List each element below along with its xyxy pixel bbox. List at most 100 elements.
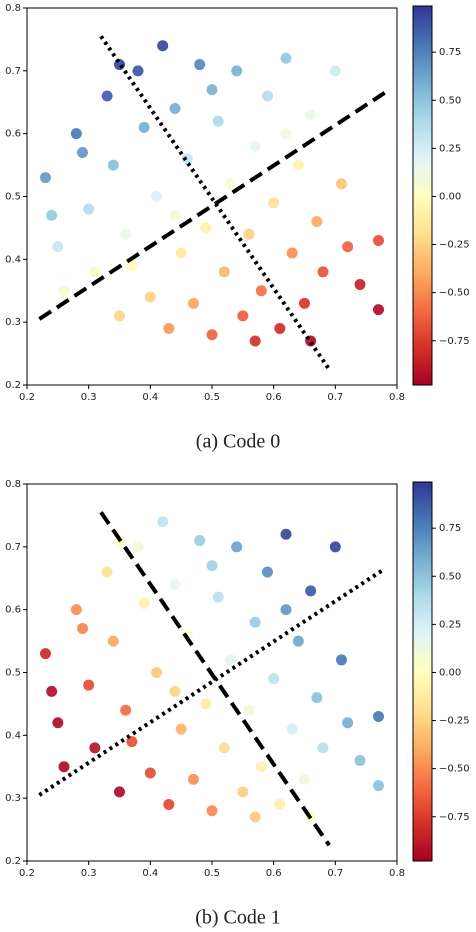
colorbar-tick-label: 0.50 <box>439 571 461 582</box>
scatter-point <box>138 121 150 133</box>
boundary-line <box>99 35 331 371</box>
scatter-point <box>243 228 255 240</box>
scatter-point <box>175 723 187 735</box>
scatter-point <box>286 247 298 259</box>
scatter-point <box>70 128 82 140</box>
scatter-point <box>231 65 243 77</box>
scatter-point <box>299 297 310 309</box>
scatter-point <box>373 780 384 792</box>
scatter-point <box>101 566 113 578</box>
scatter-point <box>268 197 280 209</box>
scatter-point <box>89 742 101 754</box>
colorbar-tick-label: −0.50 <box>439 288 470 299</box>
scatter-point <box>169 209 181 221</box>
scatter-point <box>299 773 310 785</box>
scatter-point <box>157 40 169 52</box>
scatter-point <box>280 128 292 140</box>
y-tick-label: 0.8 <box>5 479 21 490</box>
scatter-point <box>188 773 199 785</box>
colorbar-tick-label: 0.75 <box>439 47 461 58</box>
x-tick-label: 0.7 <box>327 868 343 879</box>
scatter-point <box>114 786 125 798</box>
caption: (a) Code 0 <box>196 431 280 453</box>
scatter-point <box>126 260 138 272</box>
colorbar <box>412 5 433 386</box>
scatter-point <box>268 673 280 685</box>
scatter-point <box>169 103 181 115</box>
scatter-point <box>83 203 95 215</box>
x-tick-label: 0.7 <box>327 392 343 403</box>
scatter-point <box>354 754 366 766</box>
colorbar-tick-label: −0.25 <box>439 240 470 251</box>
scatter-point <box>373 234 384 246</box>
scatter-point <box>138 597 150 609</box>
scatter-point <box>305 585 317 597</box>
scatter-point <box>89 266 101 278</box>
x-tick-label: 0.4 <box>142 868 158 879</box>
scatter-point <box>336 654 347 666</box>
scatter-point <box>163 798 175 810</box>
colorbar-tick-label: 0.75 <box>439 523 461 534</box>
x-tick-label: 0.4 <box>142 392 158 403</box>
scatter-point <box>262 566 273 578</box>
scatter-point <box>120 704 132 716</box>
colorbar-tick-label: 0.25 <box>439 619 461 630</box>
scatter-point <box>225 654 236 666</box>
x-tick-label: 0.3 <box>81 868 97 879</box>
scatter-point <box>46 209 58 221</box>
colorbar-tick-label: −0.75 <box>439 336 470 347</box>
scatter-point <box>305 109 317 121</box>
scatter-point <box>107 635 119 647</box>
scatter-point <box>292 635 304 647</box>
scatter-point <box>151 191 162 202</box>
y-tick-label: 0.7 <box>5 542 21 553</box>
colorbar-tick-label: −0.25 <box>439 716 470 727</box>
scatter-point <box>218 266 230 278</box>
scatter-point <box>52 241 64 253</box>
scatter-point <box>40 172 51 184</box>
boundary-line <box>38 91 386 321</box>
scatter-point <box>329 541 341 553</box>
colorbar-tick-label: 0.00 <box>439 191 461 202</box>
scatter-point <box>225 178 236 190</box>
scatter-point <box>237 786 249 798</box>
scatter-point <box>249 140 261 152</box>
colorbar-tick-label: 0.00 <box>439 667 461 678</box>
x-tick-label: 0.6 <box>266 392 282 403</box>
scatter-point <box>274 322 286 334</box>
scatter-point <box>212 115 224 127</box>
scatter-point <box>101 90 113 102</box>
x-tick-label: 0.2 <box>19 392 35 403</box>
scatter-point <box>114 310 125 322</box>
colorbar-tick-label: −0.75 <box>439 812 470 823</box>
scatter-point <box>169 579 181 591</box>
scatter-point <box>206 805 218 817</box>
y-tick-label: 0.6 <box>5 129 21 140</box>
scatter-point <box>354 278 366 290</box>
x-tick-label: 0.6 <box>266 868 282 879</box>
scatter-point <box>120 228 132 240</box>
scatter-point <box>212 591 224 603</box>
scatter-point <box>274 798 286 810</box>
x-tick-label: 0.8 <box>389 392 405 403</box>
scatter-point <box>107 159 119 171</box>
colorbar <box>412 481 433 862</box>
y-tick-label: 0.4 <box>5 730 21 741</box>
x-tick-label: 0.5 <box>204 868 220 879</box>
scatter-point <box>169 685 181 697</box>
scatter-point <box>218 742 230 754</box>
scatter-point <box>144 767 156 779</box>
scatter-point <box>144 291 156 303</box>
scatter-point <box>70 604 82 616</box>
scatter-point <box>317 742 329 754</box>
scatter-point <box>292 159 304 171</box>
x-tick-label: 0.8 <box>389 868 405 879</box>
y-tick-label: 0.2 <box>5 856 21 867</box>
y-tick-label: 0.3 <box>5 793 21 804</box>
scatter-point <box>163 322 175 334</box>
scatter-point <box>200 222 212 234</box>
y-tick-label: 0.8 <box>5 3 21 14</box>
scatter-point <box>237 310 249 322</box>
scatter-point <box>77 623 88 635</box>
